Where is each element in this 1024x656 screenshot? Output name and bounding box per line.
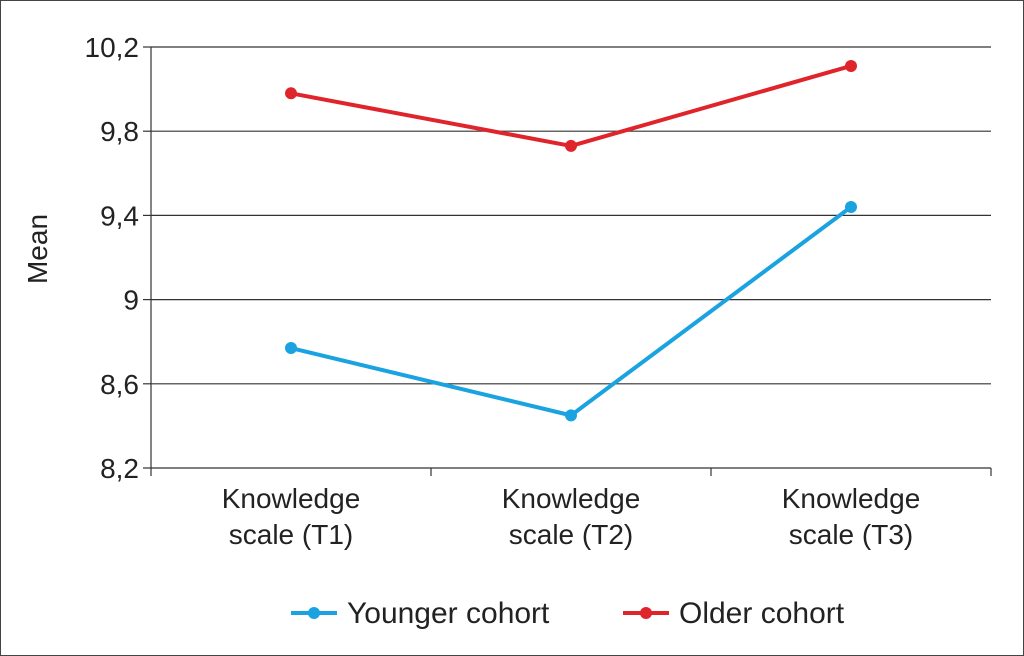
series-line (290, 64, 852, 148)
legend-label: Younger cohort (347, 597, 550, 630)
x-tick-label: Knowledge (222, 483, 361, 514)
y-axis-title: Mean (22, 214, 53, 284)
x-tick-labels: Knowledge scale (T1) Knowledge scale (T2) Kn… (222, 483, 921, 550)
y-tick-label: 10,2 (85, 32, 140, 63)
y-tick-label: 9,4 (100, 200, 139, 231)
y-tick-labels: 8,2 8,6 9 9,4 9,8 10,2 (85, 32, 140, 484)
legend-marker (640, 607, 652, 619)
legend-label: Older cohort (679, 597, 845, 630)
data-point (565, 409, 577, 422)
data-point (845, 59, 857, 72)
y-tick-label: 9,8 (100, 116, 139, 147)
x-tick-label: Knowledge (502, 483, 641, 514)
data-point (285, 342, 297, 355)
y-tick-label: 8,6 (100, 369, 139, 400)
axes (143, 46, 992, 476)
y-tick-label: 9 (123, 285, 139, 316)
legend: Younger cohort Older cohort (291, 597, 845, 630)
gridlines (151, 46, 991, 385)
data-point (285, 87, 297, 100)
legend-marker (308, 607, 320, 619)
x-tick-label: Knowledge (782, 483, 921, 514)
x-tick-label: scale (T3) (789, 519, 913, 550)
data-point (845, 200, 857, 213)
x-tick-label: scale (T1) (229, 519, 353, 550)
data-point (565, 139, 577, 152)
series (285, 59, 857, 422)
y-tick-label: 8,2 (100, 453, 139, 484)
x-tick-label: scale (T2) (509, 519, 633, 550)
